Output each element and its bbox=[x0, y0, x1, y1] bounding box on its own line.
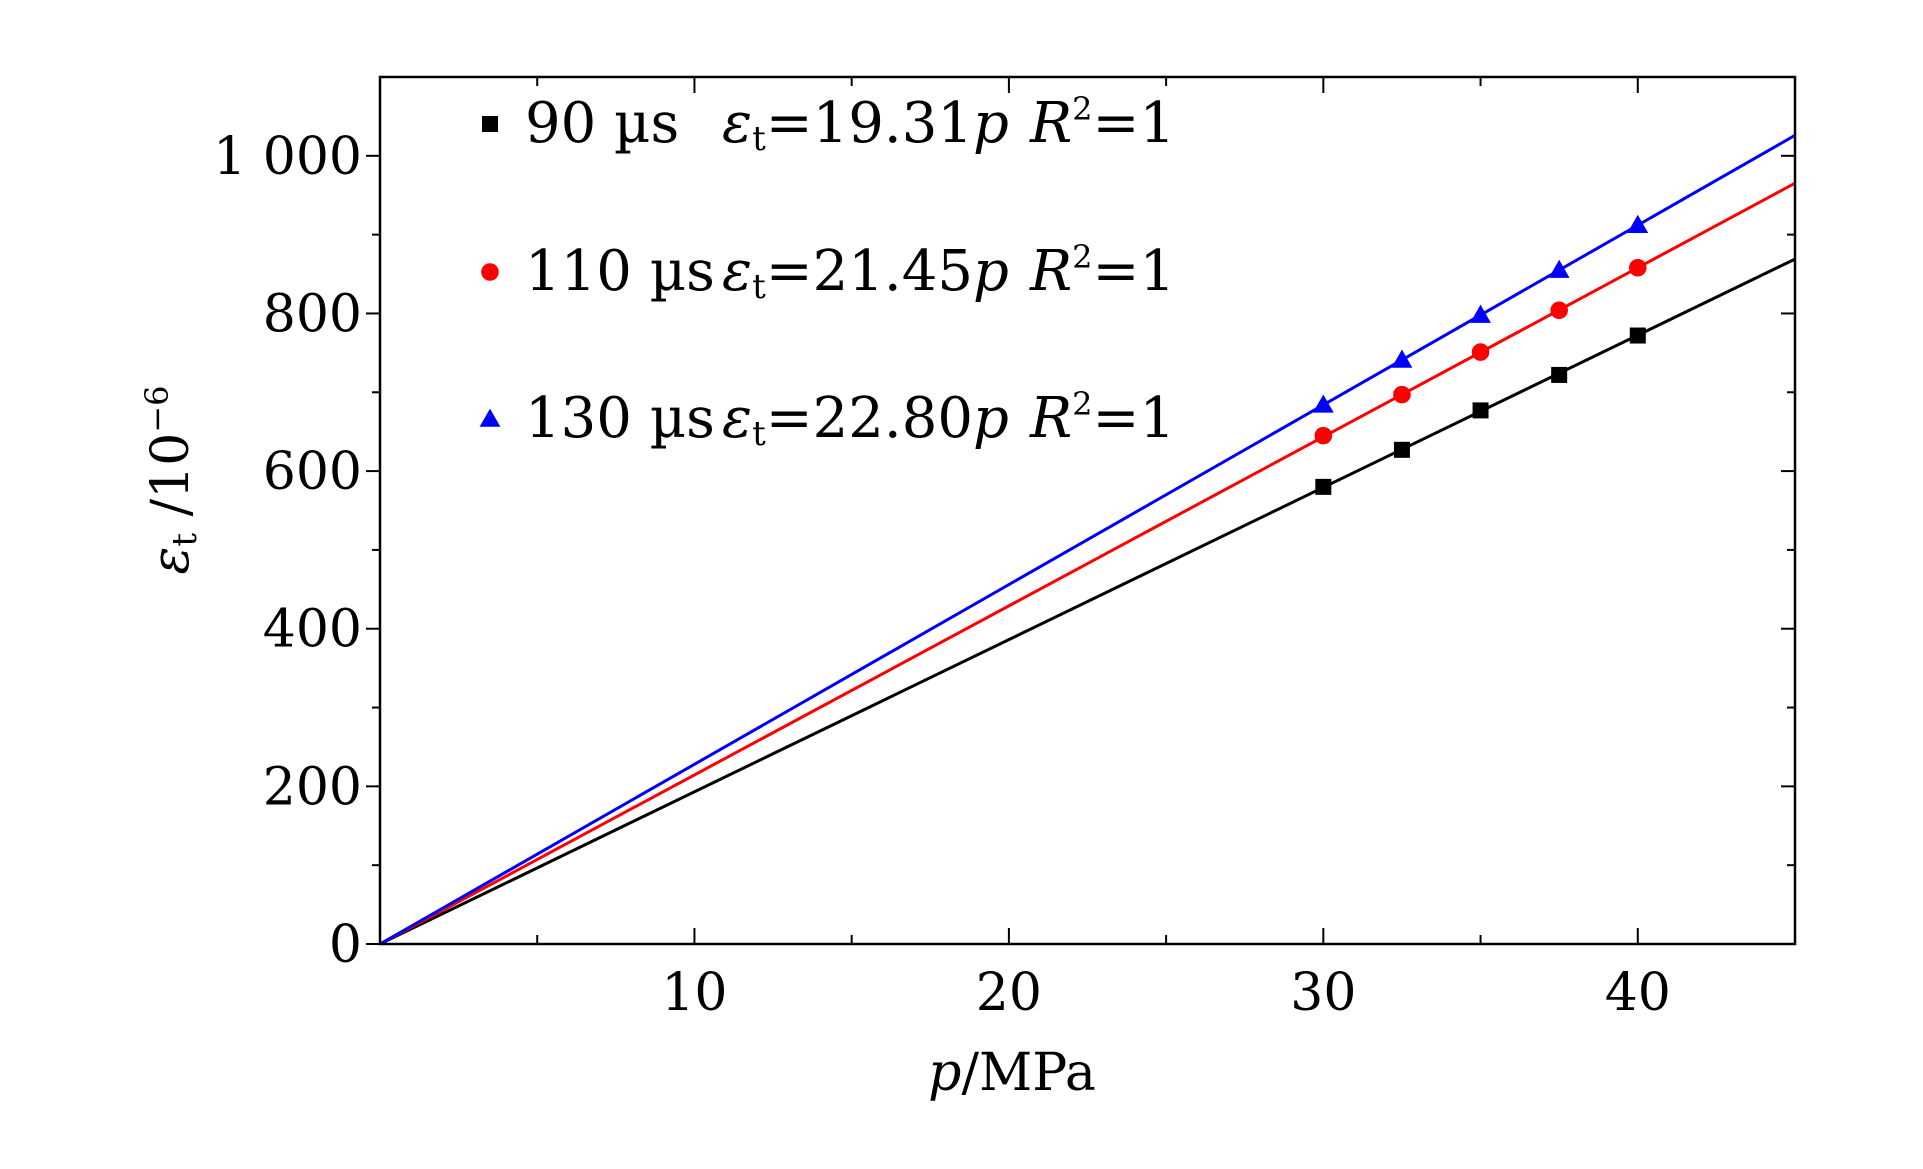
x-tick-label: 10 bbox=[661, 963, 727, 1023]
x-axis-title: p/MPa bbox=[928, 1043, 1096, 1103]
data-point-s1-0 bbox=[1314, 426, 1333, 445]
axes bbox=[378, 75, 1797, 946]
y-tick-label: 0 bbox=[329, 915, 362, 975]
legend: 90 µs εt=19.31p R2=1 110 µs εt=21.45p R2=1 130… bbox=[479, 90, 1175, 454]
data-point-s0-1 bbox=[1393, 441, 1410, 458]
legend-marker-2 bbox=[479, 408, 501, 427]
y-tick-label: 400 bbox=[263, 600, 362, 660]
x-tick-label: 30 bbox=[1290, 963, 1356, 1023]
data-point-s0-2 bbox=[1472, 402, 1489, 419]
data-point-s2-3 bbox=[1548, 259, 1570, 278]
x-tick-label: 40 bbox=[1605, 963, 1671, 1023]
legend-fit-equation-0: εt=19.31p bbox=[722, 91, 1009, 159]
legend-r2-0: R2=1 bbox=[1029, 90, 1175, 156]
legend-fit-equation-2: εt=22.80p bbox=[722, 386, 1009, 454]
data-markers bbox=[1312, 214, 1649, 495]
data-point-s2-4 bbox=[1627, 214, 1649, 233]
y-tick-label: 600 bbox=[263, 442, 362, 502]
legend-series-name-1: 110 µs bbox=[525, 239, 715, 304]
data-point-s2-2 bbox=[1470, 304, 1491, 323]
legend-marker-1 bbox=[481, 263, 499, 281]
data-point-s2-1 bbox=[1391, 349, 1413, 368]
data-point-s1-3 bbox=[1550, 301, 1568, 320]
y-tick-label: 200 bbox=[263, 757, 362, 817]
legend-r2-2: R2=1 bbox=[1029, 385, 1175, 451]
data-point-s1-1 bbox=[1393, 385, 1411, 404]
legend-series-name-0: 90 µs bbox=[525, 91, 679, 156]
data-point-s0-4 bbox=[1629, 327, 1646, 344]
data-point-s0-0 bbox=[1315, 478, 1332, 495]
data-point-s2-0 bbox=[1312, 394, 1334, 413]
legend-series-name-2: 130 µs bbox=[525, 386, 715, 451]
y-tick-label: 800 bbox=[263, 284, 362, 344]
plot-frame bbox=[378, 75, 1797, 946]
legend-r2-1: R2=1 bbox=[1029, 238, 1175, 304]
data-point-s0-3 bbox=[1551, 366, 1568, 383]
legend-marker-0 bbox=[482, 116, 498, 132]
legend-fit-equation-1: εt=21.45p bbox=[722, 239, 1009, 307]
data-point-s1-4 bbox=[1628, 258, 1647, 277]
data-point-s1-2 bbox=[1471, 343, 1490, 361]
x-tick-label: 20 bbox=[976, 963, 1042, 1023]
y-axis-title: εt /10−6 bbox=[138, 386, 205, 575]
fit-line-0 bbox=[379, 257, 1796, 946]
y-tick-label: 1 000 bbox=[213, 127, 362, 187]
